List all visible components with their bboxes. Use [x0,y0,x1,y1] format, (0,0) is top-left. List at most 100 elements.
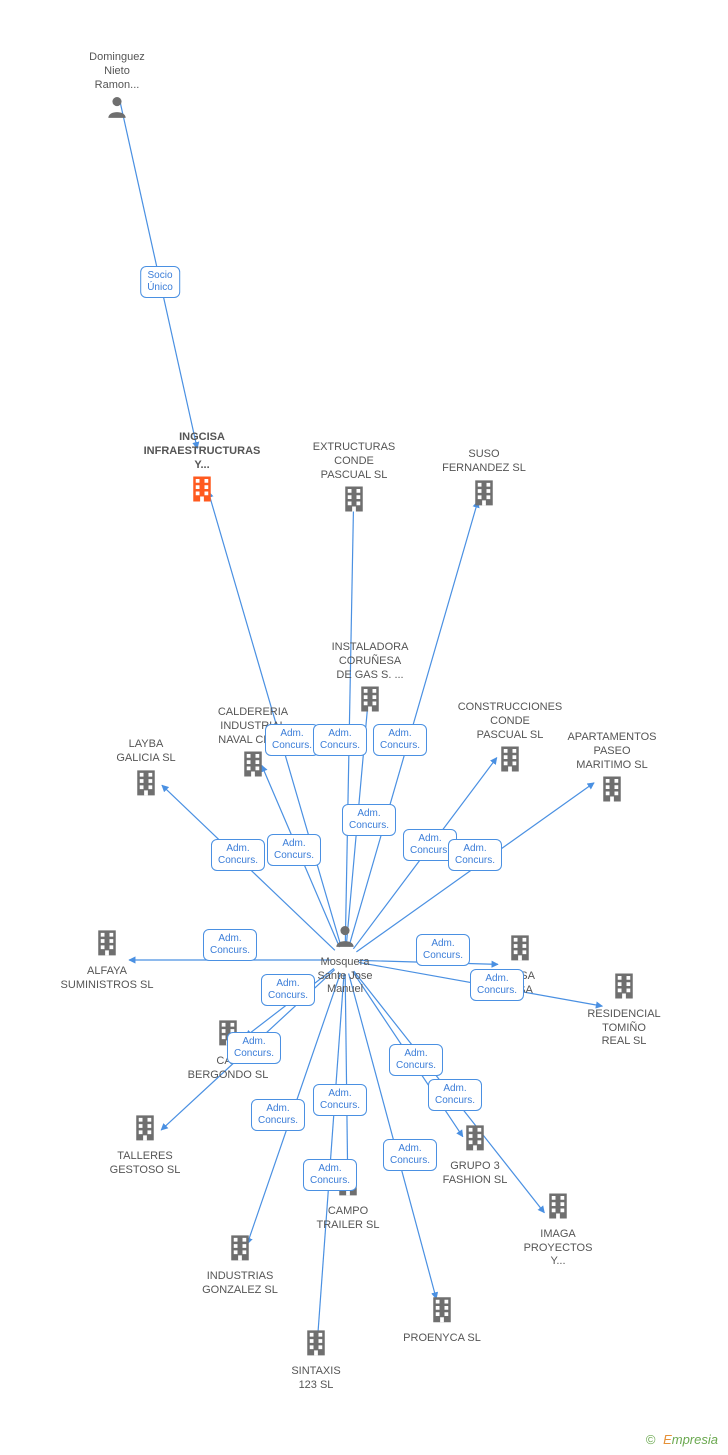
edge-line [349,974,437,1299]
node-bergondo[interactable]: CAR BERGONDO SL [158,1018,298,1082]
building-icon [609,971,639,1001]
node-label: TALLERES GESTOSO SL [75,1150,215,1178]
edges-layer [0,0,728,1455]
edge-line [247,973,340,1244]
edge-label: Adm. Concurs. [227,1032,281,1064]
node-sintaxis[interactable]: SINTAXIS 123 SL [246,1328,386,1392]
node-label: PROENYCA SL [372,1332,512,1346]
edge-label: Adm. Concurs. [211,839,265,871]
building-icon [333,1168,363,1198]
building-icon-wrap [543,1191,573,1226]
building-icon-wrap [130,1113,160,1148]
building-icon-wrap [339,484,369,519]
building-icon [355,684,385,714]
node-construcciones[interactable]: CONSTRUCCIONES CONDE PASCUAL SL [440,701,580,779]
node-label: IMAGA PROYECTOS Y... [488,1228,628,1269]
edge-label: Adm. Concurs. [342,804,396,836]
edge-label: Adm. Concurs. [251,1099,305,1131]
node-label: LAYBA GALICIA SL [76,738,216,766]
edge-label: Adm. Concurs. [448,839,502,871]
node-layba[interactable]: LAYBA GALICIA SL [76,738,216,802]
node-extructuras[interactable]: EXTRUCTURAS CONDE PASCUAL SL [284,441,424,519]
building-icon [505,933,535,963]
person-icon [104,94,130,120]
node-campo[interactable]: CAMPO TRAILER SL [278,1168,418,1232]
building-icon [92,928,122,958]
node-dominguez[interactable]: Dominguez Nieto Ramon... [47,51,187,125]
node-label: APARTAMENTOS PASEO MARITIMO SL [542,731,682,772]
brand-rest: mpresia [672,1432,718,1447]
node-coruñesa2[interactable]: ÑESA R SA [450,933,590,997]
building-icon [213,1018,243,1048]
node-proenyca[interactable]: PROENYCA SL [372,1295,512,1346]
node-label: SUSO FERNANDEZ SL [414,448,554,476]
node-label: EXTRUCTURAS CONDE PASCUAL SL [284,441,424,482]
person-icon-wrap [104,94,130,125]
edge-label: Adm. Concurs. [389,1044,443,1076]
edge-label: Adm. Concurs. [373,724,427,756]
node-label: CONSTRUCCIONES CONDE PASCUAL SL [440,701,580,742]
node-residencial[interactable]: RESIDENCIAL TOMIÑO REAL SL [554,971,694,1049]
edge-line [345,974,348,1178]
building-icon [339,484,369,514]
edge-label: Socio Único [140,266,180,298]
watermark: © Empresia [646,1432,718,1447]
building-icon [597,774,627,804]
edge-label: Adm. Concurs. [428,1079,482,1111]
edge-line [262,765,340,947]
node-grupo3[interactable]: GRUPO 3 FASHION SL [405,1123,545,1187]
edge-line [356,783,594,952]
building-icon [131,767,161,797]
node-mosquera[interactable]: Mosquera Sante Jose Manuel [275,923,415,997]
building-icon [301,1328,331,1358]
edge-line [345,502,353,946]
building-icon-wrap [333,1168,363,1203]
edge-label: Adm. Concurs. [261,974,315,1006]
node-label: ALFAYA SUMINISTROS SL [37,965,177,993]
node-label: INDUSTRIAS GONZALEZ SL [170,1270,310,1298]
node-label: Mosquera Sante Jose Manuel [275,956,415,997]
node-apartamentos[interactable]: APARTAMENTOS PASEO MARITIMO SL [542,731,682,809]
edge-line [162,785,335,950]
person-icon [332,923,358,949]
building-icon [427,1295,457,1325]
building-icon-wrap [355,684,385,719]
building-icon [469,477,499,507]
edge-line [120,102,197,449]
node-label: SINTAXIS 123 SL [246,1365,386,1393]
building-icon [187,474,217,504]
diagram-canvas: Dominguez Nieto Ramon... INGCISA INFRAES… [0,0,728,1455]
node-suso[interactable]: SUSO FERNANDEZ SL [414,448,554,512]
building-icon-wrap [92,928,122,963]
edge-line [161,970,335,1131]
building-icon [238,749,268,779]
node-label: INSTALADORA CORUÑESA DE GAS S. ... [300,641,440,682]
node-ingcisa[interactable]: INGCISA INFRAESTRUCTURAS Y... [132,431,272,509]
building-icon-wrap [225,1233,255,1268]
node-caldereria[interactable]: CALDERERIA INDUSTRIAL NAVAL CINSL [183,706,323,784]
edge-label: Adm. Concurs. [403,829,457,861]
edge-line [208,491,341,946]
node-label: INGCISA INFRAESTRUCTURAS Y... [132,431,272,472]
node-label: Dominguez Nieto Ramon... [47,51,187,92]
building-icon [130,1113,160,1143]
building-icon-wrap [609,971,639,1006]
node-talleres[interactable]: TALLERES GESTOSO SL [75,1113,215,1177]
node-industrias[interactable]: INDUSTRIAS GONZALEZ SL [170,1233,310,1297]
edge-line [359,962,603,1006]
building-icon-wrap [301,1328,331,1363]
copyright-symbol: © [646,1432,656,1447]
building-icon-wrap [505,933,535,968]
node-alfaya[interactable]: ALFAYA SUMINISTROS SL [37,928,177,992]
brand-first-letter: E [663,1432,672,1447]
edge-line [353,758,496,949]
node-label: GRUPO 3 FASHION SL [405,1160,545,1188]
node-instaladora[interactable]: INSTALADORA CORUÑESA DE GAS S. ... [300,641,440,719]
building-icon-wrap [495,744,525,779]
building-icon [225,1233,255,1263]
node-label: ÑESA R SA [450,970,590,998]
building-icon [460,1123,490,1153]
node-imaga[interactable]: IMAGA PROYECTOS Y... [488,1191,628,1269]
edge-label: Adm. Concurs. [267,834,321,866]
edge-label: Adm. Concurs. [203,929,257,961]
